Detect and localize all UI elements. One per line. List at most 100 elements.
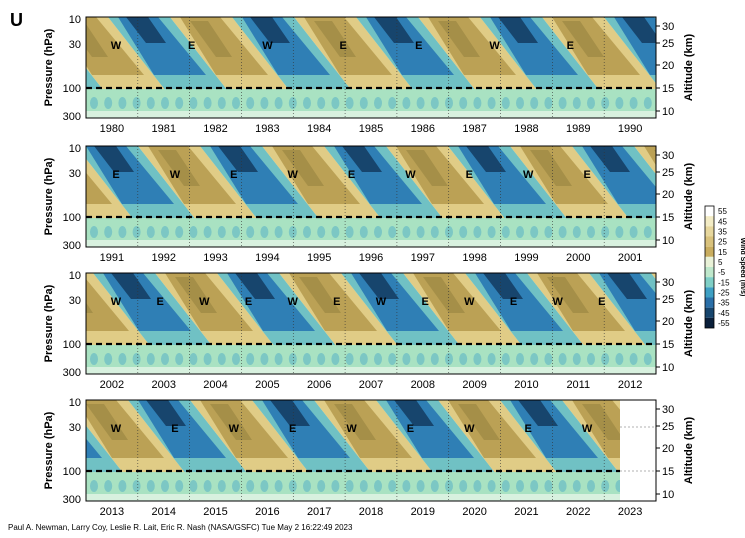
panel-fill: [86, 17, 656, 118]
regime-deep: [458, 404, 500, 440]
lower-blob: [217, 480, 226, 492]
regime-deep: [218, 146, 258, 172]
lower-base: [86, 111, 656, 118]
lower-blob: [473, 226, 482, 238]
colorbar-swatch: [705, 226, 714, 237]
lower-blob: [189, 226, 198, 238]
year-label: 2003: [151, 379, 175, 391]
regime-label: E: [583, 169, 590, 181]
regime-band: [0, 146, 72, 220]
year-label: 1997: [411, 252, 435, 264]
year-label: 1989: [566, 123, 590, 135]
lower-blob: [132, 353, 141, 365]
regime-core: [634, 400, 722, 458]
pressure-axis-label: Pressure (hPa): [43, 28, 55, 106]
panel-fill: [0, 400, 722, 501]
regime-label: E: [510, 296, 517, 308]
altitude-axis-label: Altitude (km): [683, 163, 695, 231]
panel-frame: [85, 399, 657, 502]
regime-label: W: [111, 296, 122, 308]
year-label: 1987: [462, 123, 486, 135]
lower-blob: [146, 97, 155, 109]
lower-blob: [388, 480, 397, 492]
altitude-tick: 30: [662, 21, 674, 33]
regime-deep: [334, 404, 376, 440]
pressure-tick: 30: [69, 39, 81, 51]
regime-deep: [270, 400, 310, 426]
year-label: 1980: [100, 123, 124, 135]
lower-blob: [572, 97, 581, 109]
year-label: 1995: [307, 252, 331, 264]
regime-deep: [622, 17, 656, 43]
lower-blob: [217, 226, 226, 238]
lower-blob: [118, 353, 127, 365]
lower-blob: [558, 480, 567, 492]
panel-frame: [85, 272, 657, 375]
lower-blob: [530, 97, 539, 109]
lower-blob: [104, 97, 113, 109]
lower-blob: [530, 353, 539, 365]
regime-label: W: [111, 40, 122, 52]
lower-blob: [104, 226, 113, 238]
lower-blob: [146, 226, 155, 238]
lower-blob: [615, 480, 620, 492]
regime-label: E: [567, 40, 574, 52]
lower-blob: [246, 226, 255, 238]
year-label: 1982: [203, 123, 227, 135]
regime-label: W: [464, 423, 475, 435]
regime-core: [86, 438, 102, 458]
lower-blob: [132, 226, 141, 238]
panel-3: W E W E W E W E W E W E 2002 2003 2004 2005 2006 2007 2008…: [43, 270, 695, 391]
lower-blob: [288, 353, 297, 365]
lower-blob: [402, 353, 411, 365]
lower-blob: [629, 97, 638, 109]
lower-blob: [359, 226, 368, 238]
regime-deep: [483, 273, 523, 299]
altitude-tick: 10: [662, 235, 674, 247]
lower-blob: [132, 480, 141, 492]
lower-blob: [359, 97, 368, 109]
colorbar-frame: [704, 205, 715, 329]
year-label: 2009: [462, 379, 486, 391]
lower-blob: [473, 97, 482, 109]
regime-label: W: [464, 296, 475, 308]
panel-1: W E W E E W E 1980 1981 1982 1983 1984 1985 1986 1987 1…: [43, 14, 695, 135]
regime-deep: [0, 404, 4, 440]
pressure-tick: 100: [63, 466, 81, 478]
lower-blob: [90, 226, 98, 238]
lower-blob: [473, 353, 482, 365]
lower-blob: [217, 353, 226, 365]
lower-blob: [544, 480, 553, 492]
lower-blob: [374, 97, 382, 109]
regime-core: [448, 400, 536, 458]
colorbar-swatch: [705, 267, 714, 278]
lower-blob: [643, 97, 652, 109]
regime-core: [324, 400, 412, 458]
regime-label: E: [466, 169, 473, 181]
lower-blob: [558, 353, 567, 365]
colorbar-tick: 25: [718, 238, 727, 247]
lower-blob: [587, 97, 595, 109]
altitude-tick: 15: [662, 83, 674, 95]
lower-blob: [189, 480, 198, 492]
regime-deep: [314, 21, 356, 57]
year-label: 2017: [307, 506, 331, 518]
lower-blob: [345, 353, 354, 365]
regime-core: [706, 146, 745, 204]
year-label: 2022: [566, 506, 590, 518]
lower-blob: [203, 353, 212, 365]
lower-blob: [445, 226, 453, 238]
lower-blob: [516, 97, 524, 109]
colorbar-swatch: [705, 307, 714, 318]
lower-blob: [90, 480, 98, 492]
regime-band: [86, 425, 124, 474]
lower-blob: [629, 353, 638, 365]
regime-deep: [86, 404, 128, 440]
regime-deep: [22, 400, 62, 426]
regime-label: E: [156, 296, 163, 308]
regime-deep: [190, 21, 232, 57]
lower-blob: [175, 480, 184, 492]
regime-deep: [582, 404, 620, 440]
regime-label: W: [262, 40, 273, 52]
pressure-axis-label: Pressure (hPa): [43, 157, 55, 235]
